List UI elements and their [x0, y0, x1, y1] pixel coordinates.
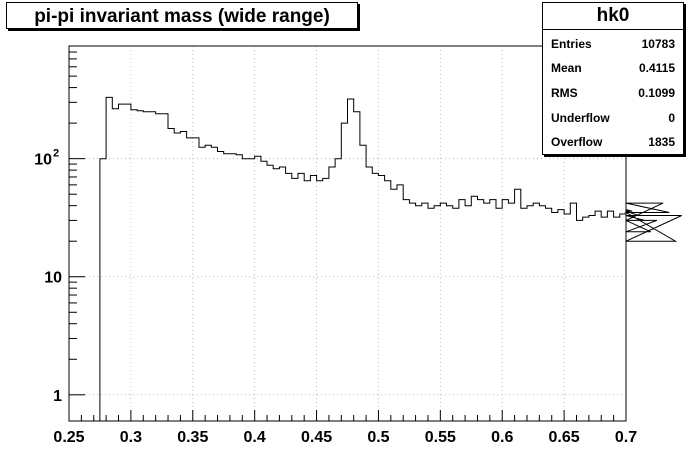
stat-row-rms: RMS 0.1099: [551, 86, 675, 102]
x-tick-label: 0.45: [301, 429, 332, 446]
x-tick-label: 0.4: [244, 429, 266, 446]
plot-frame: [68, 45, 627, 422]
axis-labels: 0.25 0.3 0.35 0.4 0.45 0.5 0.55 0.6 0.65 0.7 1 10 10…: [34, 148, 637, 446]
x-tick-label: 0.25: [53, 429, 84, 446]
x-tick-label: 0.5: [367, 429, 389, 446]
x-tick-label: 0.35: [177, 429, 208, 446]
stat-row-mean: Mean 0.4115: [551, 61, 675, 77]
stat-value: 0: [668, 111, 675, 125]
stats-box: hk0 Entries 10783 Mean 0.4115 RMS 0.1099…: [542, 2, 684, 155]
x-tick-label: 0.65: [549, 429, 580, 446]
x-tick-label: 0.6: [491, 429, 513, 446]
histogram-line: [99, 96, 682, 421]
y-tick-label: 10: [44, 270, 62, 287]
stat-row-entries: Entries 10783: [551, 37, 675, 53]
stat-label: Entries: [551, 37, 592, 51]
stat-value: 0.4115: [638, 61, 675, 75]
stat-value: 10783: [641, 37, 675, 51]
stat-row-underflow: Underflow 0: [551, 111, 675, 127]
axis-ticks: [68, 45, 627, 421]
stat-label: Underflow: [551, 111, 610, 125]
y-tick-label: 1: [53, 388, 62, 405]
x-tick-label: 0.7: [615, 429, 637, 446]
x-tick-label: 0.3: [120, 429, 142, 446]
stat-label: RMS: [551, 86, 578, 100]
x-tick-label: 0.55: [425, 429, 456, 446]
stat-label: Overflow: [551, 135, 603, 149]
stat-value: 1835: [648, 135, 675, 149]
y-tick-label: 10: [34, 152, 52, 169]
stat-value: 0.1099: [638, 86, 675, 100]
stat-row-overflow: Overflow 1835: [551, 135, 675, 151]
y-tick-exponent: 2: [53, 148, 59, 160]
chart-title: pi-pi invariant mass (wide range): [34, 6, 330, 27]
title-box: pi-pi invariant mass (wide range): [6, 2, 358, 29]
stats-name: hk0: [543, 3, 683, 30]
stat-label: Mean: [551, 61, 582, 75]
